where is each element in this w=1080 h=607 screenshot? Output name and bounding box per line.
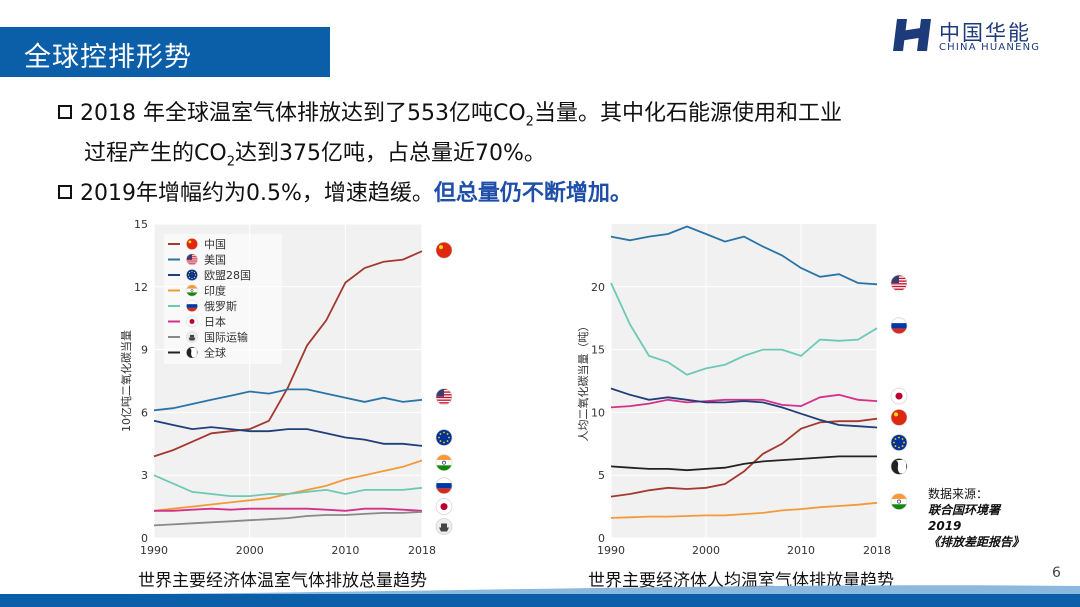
x-tick-label: 2018 bbox=[863, 544, 891, 557]
series-line-美国 bbox=[610, 225, 878, 286]
x-tick-label: 2010 bbox=[787, 544, 815, 557]
title-bar: 全球控排形势 bbox=[0, 27, 330, 77]
bullet-1-line-2-subscript: 2 bbox=[226, 154, 235, 170]
russia-flag-icon bbox=[890, 317, 908, 335]
series-line-国际运输 bbox=[153, 510, 423, 527]
series-line-中国 bbox=[610, 417, 878, 498]
source-label: 数据来源： bbox=[928, 487, 989, 501]
legend-label: 俄罗斯 bbox=[204, 300, 237, 313]
logo-text-en: CHINA HUANENG bbox=[939, 42, 1041, 53]
x-tick-label: 2000 bbox=[692, 544, 720, 557]
page-title: 全球控排形势 bbox=[24, 42, 192, 73]
x-tick-label: 2018 bbox=[408, 544, 436, 557]
y-axis-label: 人均二氧化碳当量（吨） bbox=[576, 321, 590, 442]
legend-label: 中国 bbox=[204, 238, 226, 251]
india-flag-icon bbox=[890, 493, 908, 510]
huaneng-logo: 中国华能 CHINA HUANENG bbox=[893, 17, 1053, 57]
logo-text-cn: 中国华能 bbox=[939, 21, 1031, 45]
checkbox-bullet-icon bbox=[58, 185, 72, 199]
y-tick-label: 0 bbox=[598, 532, 605, 545]
y-axis-label: 10亿吨二氧化碳当量 bbox=[119, 330, 133, 432]
bullet-1-line-2-text-b: 达到375亿吨，占总量近70%。 bbox=[234, 141, 546, 166]
india-flag-icon bbox=[186, 284, 198, 297]
eu-flag-icon bbox=[186, 269, 198, 281]
china-flag-icon bbox=[890, 409, 908, 426]
bullet-1-line-2-text-a: 过程产生的CO bbox=[84, 141, 227, 166]
source-org: 联合国环境署 bbox=[928, 503, 1001, 517]
legend-label: 国际运输 bbox=[204, 330, 248, 344]
shipping-icon bbox=[435, 518, 453, 535]
bottom-bar bbox=[0, 594, 1080, 607]
source-report: 《排放差距报告》 bbox=[928, 535, 1025, 549]
series-line-欧盟28国 bbox=[153, 419, 423, 447]
bullet-2-emphasis: 但总量仍不断增加。 bbox=[433, 181, 632, 206]
series-line-欧盟28国 bbox=[610, 387, 878, 429]
bottom-wave-decoration bbox=[0, 585, 1080, 596]
usa-flag-icon bbox=[186, 253, 198, 266]
y-tick-label: 10 bbox=[591, 406, 605, 419]
y-tick-label: 20 bbox=[591, 281, 605, 294]
series-line-俄罗斯 bbox=[610, 282, 878, 376]
x-tick-label: 2000 bbox=[236, 544, 264, 557]
japan-flag-icon bbox=[435, 498, 453, 515]
usa-flag-icon bbox=[890, 274, 908, 292]
x-tick-label: 2010 bbox=[331, 544, 359, 557]
china-flag-icon bbox=[186, 238, 198, 250]
series-line-俄罗斯 bbox=[153, 474, 423, 497]
source-year: 2019 bbox=[928, 519, 962, 533]
bullet-1-subscript: 2 bbox=[525, 114, 534, 130]
total-emissions-chart: 0 3 6 9 12 15 1990 2000 2010 2018 10亿吨二氧化碳当量 中国美国欧盟… bbox=[119, 218, 453, 557]
bullet-1-line-1: 2018 年全球温室气体排放达到了553亿吨CO2当量。其中化石能源使用和工业 bbox=[58, 95, 842, 129]
eu-flag-icon bbox=[435, 429, 453, 446]
series-line-中国 bbox=[153, 250, 423, 458]
legend-label: 全球 bbox=[204, 346, 226, 360]
russia-flag-icon bbox=[435, 477, 453, 494]
india-flag-icon bbox=[435, 454, 453, 471]
legend-label: 日本 bbox=[204, 315, 226, 329]
legend-label: 欧盟28国 bbox=[204, 269, 251, 282]
shipping-icon bbox=[186, 331, 198, 343]
checkbox-bullet-icon bbox=[58, 105, 72, 119]
japan-flag-icon bbox=[890, 387, 908, 405]
bullet-1-text-a: 2018 年全球温室气体排放达到了553亿吨CO bbox=[80, 101, 526, 126]
usa-flag-icon bbox=[435, 388, 453, 405]
eu-flag-icon bbox=[890, 434, 908, 451]
series-line-印度 bbox=[610, 501, 878, 519]
x-tick-label: 1990 bbox=[140, 544, 168, 557]
y-tick-label: 0 bbox=[141, 532, 148, 545]
bullet-2-text-a: 2019年增幅约为0.5%，增速趋缓。 bbox=[80, 181, 434, 206]
japan-flag-icon bbox=[186, 315, 198, 328]
y-tick-label: 15 bbox=[591, 344, 605, 357]
y-tick-label: 9 bbox=[141, 344, 148, 357]
bullet-1-line-2: 过程产生的CO2达到375亿吨，占总量近70%。 bbox=[84, 135, 546, 169]
series-line-全球 bbox=[610, 455, 877, 472]
left-chart-caption: 世界主要经济体温室气体排放总量趋势 bbox=[138, 571, 427, 591]
series-line-日本 bbox=[154, 507, 423, 512]
x-tick-label: 1990 bbox=[597, 544, 625, 557]
globe-icon bbox=[890, 458, 908, 475]
huaneng-logo-icon bbox=[893, 19, 931, 51]
y-tick-label: 6 bbox=[141, 406, 148, 419]
globe-icon bbox=[186, 346, 198, 359]
y-tick-label: 12 bbox=[134, 281, 148, 294]
series-line-日本 bbox=[610, 393, 878, 409]
page-number: 6 bbox=[1052, 565, 1061, 581]
per-capita-emissions-chart: 0 5 10 15 20 1990 2000 2010 2018 人均二氧化碳当量（吨） bbox=[576, 224, 908, 557]
y-tick-label: 15 bbox=[134, 218, 148, 231]
series-line-美国 bbox=[153, 388, 423, 412]
data-source: 数据来源： 联合国环境署 2019 《排放差距报告》 bbox=[928, 486, 1024, 550]
bullet-2: 2019年增幅约为0.5%，增速趋缓。但总量仍不断增加。 bbox=[58, 175, 632, 207]
legend-label: 印度 bbox=[204, 284, 226, 298]
y-tick-label: 5 bbox=[598, 469, 605, 482]
y-tick-label: 3 bbox=[141, 469, 148, 482]
bullet-1-text-b: 当量。其中化石能源使用和工业 bbox=[533, 101, 842, 126]
china-flag-icon bbox=[435, 241, 453, 259]
russia-flag-icon bbox=[186, 300, 198, 312]
legend-label: 美国 bbox=[204, 254, 226, 267]
plot-background bbox=[611, 224, 877, 538]
